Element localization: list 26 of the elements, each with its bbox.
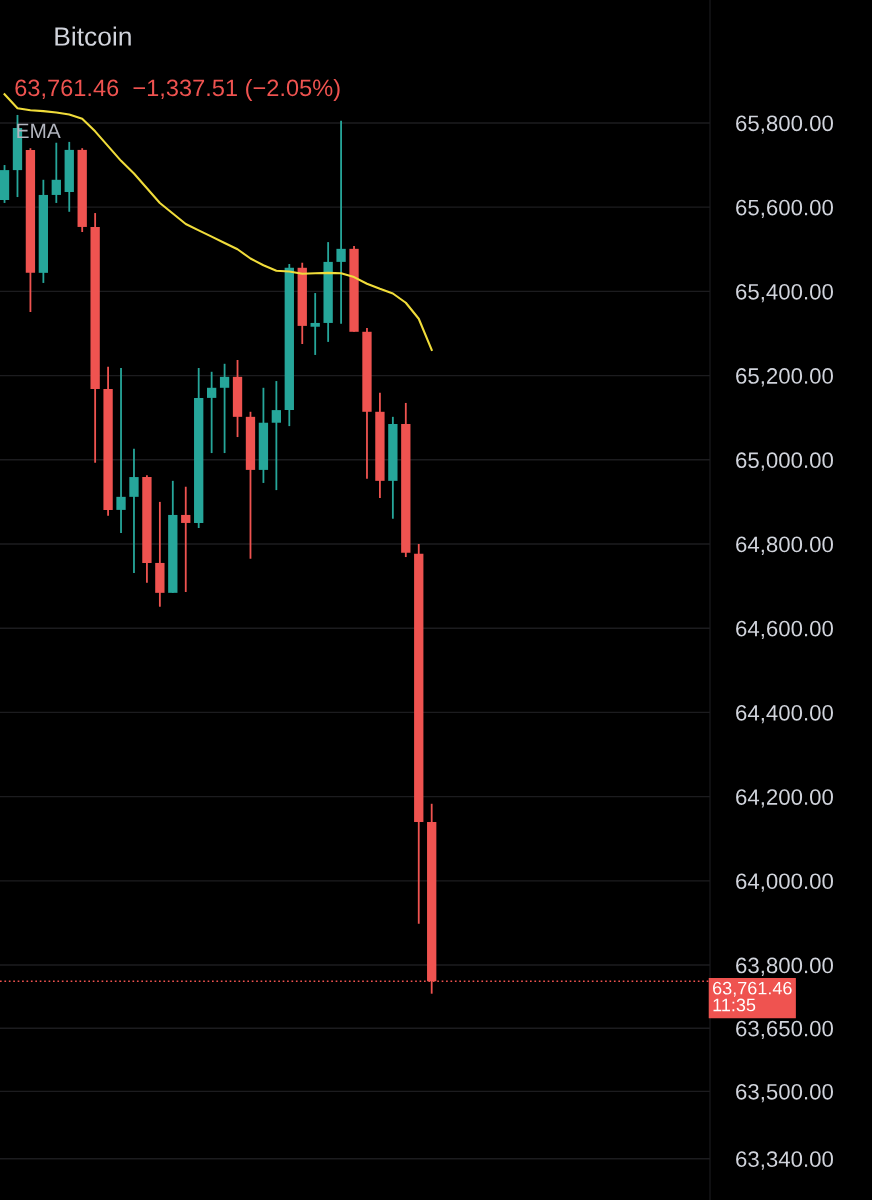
y-tick-label: 64,600.00 bbox=[736, 620, 833, 640]
y-tick-label: 65,000.00 bbox=[736, 452, 833, 471]
candlestick bbox=[51, 141, 61, 204]
y-tick-label: 64,200.00 bbox=[736, 789, 833, 808]
text: 63,761.46 −1,337.51 (−2.05%) bbox=[15, 78, 340, 101]
candlestick bbox=[116, 367, 126, 534]
text: Bitcoin bbox=[55, 26, 131, 46]
candlestick bbox=[129, 447, 139, 574]
y-tick-label: 65,400.00 bbox=[736, 283, 833, 303]
candlestick bbox=[336, 119, 346, 325]
candlestick bbox=[219, 362, 230, 454]
candlestick bbox=[181, 485, 191, 593]
y-tick-label: 64,800.00 bbox=[736, 536, 833, 555]
y-tick-label: 64,000.00 bbox=[736, 873, 833, 892]
ref-line-label: 63,761.46 11:35 bbox=[713, 981, 792, 1012]
candlestick bbox=[271, 380, 282, 492]
y-tick-label: 63,800.00 bbox=[736, 957, 833, 976]
y-tick-label: 63,340.00 bbox=[736, 1151, 833, 1170]
y-tick-label: 64,400.00 bbox=[736, 704, 833, 724]
y-tick-label: 63,500.00 bbox=[736, 1083, 833, 1103]
y-tick-label: 65,800.00 bbox=[736, 115, 833, 134]
y-tick-label: 63,650.00 bbox=[736, 1020, 833, 1040]
candlestick bbox=[206, 370, 217, 454]
y-tick-label: 65,600.00 bbox=[736, 199, 833, 219]
candlestick bbox=[310, 292, 320, 356]
y-tick-label: 65,200.00 bbox=[736, 368, 833, 387]
